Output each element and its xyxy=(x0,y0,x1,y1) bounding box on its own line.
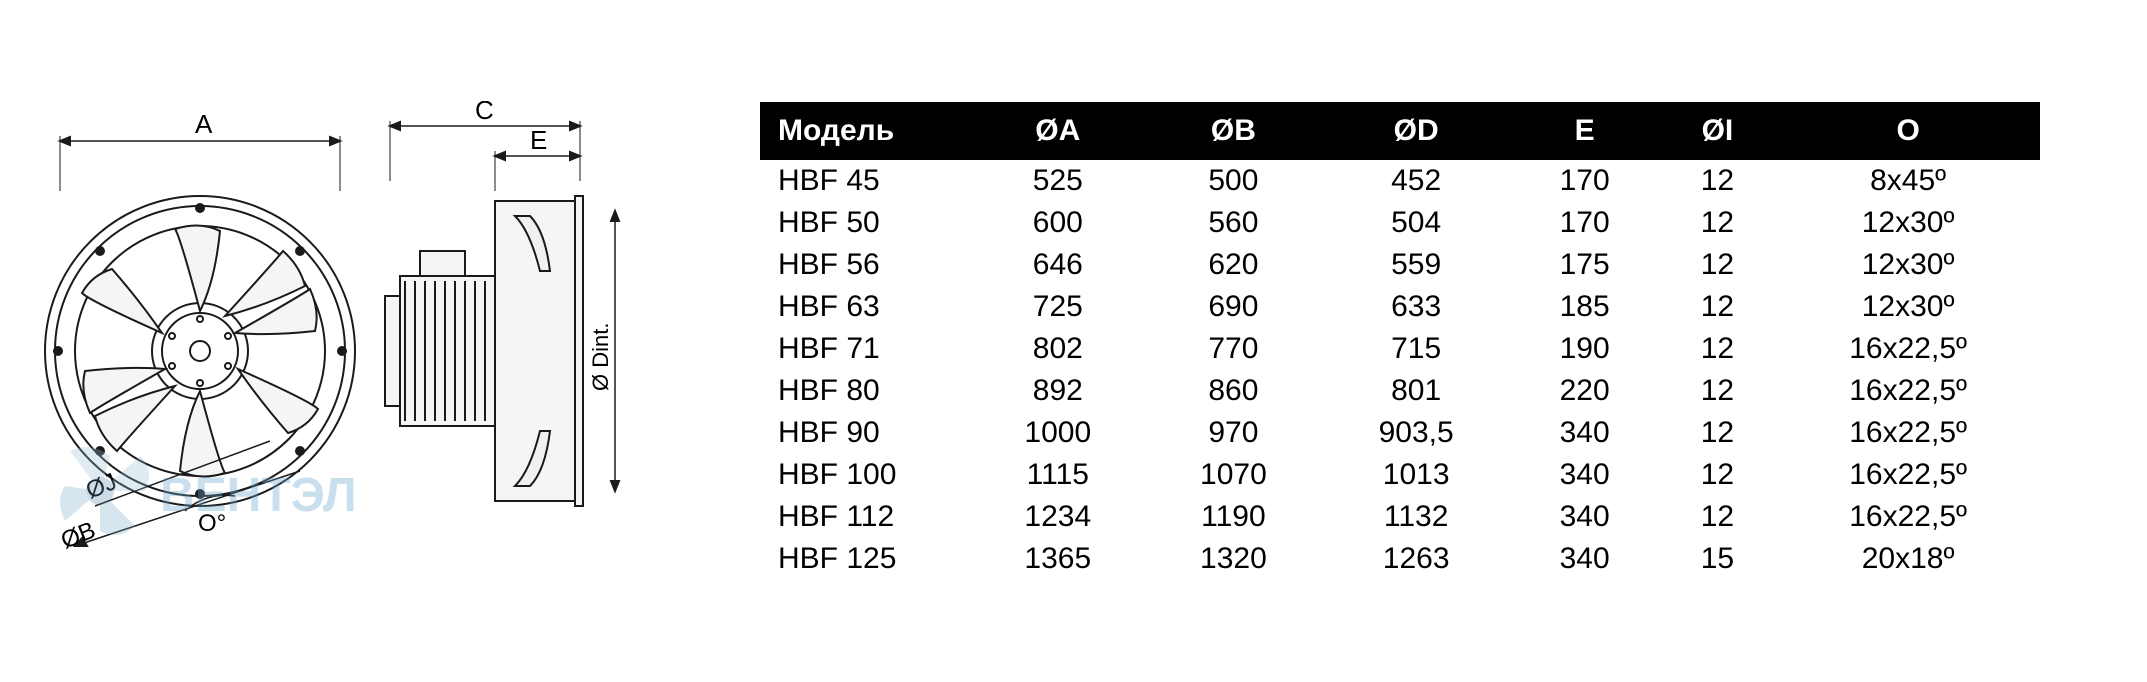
table-row: HBF 1251365132012633401520x18º xyxy=(760,538,2040,580)
label-a: A xyxy=(195,109,213,139)
table-cell: HBF 80 xyxy=(760,370,970,412)
table-cell: 1320 xyxy=(1146,538,1322,580)
table-cell: HBF 50 xyxy=(760,202,970,244)
table-cell: 646 xyxy=(970,244,1146,286)
watermark-text: ВЕНТЭЛ xyxy=(160,469,357,522)
table-cell: 504 xyxy=(1321,202,1511,244)
table-header-row: Модель ØA ØB ØD E ØI O xyxy=(760,102,2040,160)
table-row: HBF 1001115107010133401216x22,5º xyxy=(760,454,2040,496)
table-cell: 8x45º xyxy=(1777,160,2040,202)
col-b: ØB xyxy=(1146,102,1322,160)
table-cell: HBF 63 xyxy=(760,286,970,328)
table-cell: 12x30º xyxy=(1777,244,2040,286)
col-a: ØA xyxy=(970,102,1146,160)
label-e: E xyxy=(530,125,547,155)
table-cell: 12 xyxy=(1658,412,1777,454)
table-cell: HBF 125 xyxy=(760,538,970,580)
table-row: HBF 637256906331851212x30º xyxy=(760,286,2040,328)
label-c: C xyxy=(475,101,494,125)
table-cell: 1115 xyxy=(970,454,1146,496)
table-cell: 340 xyxy=(1511,412,1658,454)
table-cell: 12 xyxy=(1658,160,1777,202)
table-cell: 340 xyxy=(1511,538,1658,580)
table-cell: 1234 xyxy=(970,496,1146,538)
table-cell: 600 xyxy=(970,202,1146,244)
table-cell: 12 xyxy=(1658,454,1777,496)
table-cell: 12 xyxy=(1658,496,1777,538)
table-row: HBF 566466205591751212x30º xyxy=(760,244,2040,286)
table-row: HBF 45525500452170128x45º xyxy=(760,160,2040,202)
table-row: HBF 506005605041701212x30º xyxy=(760,202,2040,244)
table-cell: 190 xyxy=(1511,328,1658,370)
table-cell: 170 xyxy=(1511,202,1658,244)
table-cell: 12x30º xyxy=(1777,286,2040,328)
technical-drawing: A C E ØJ ØB O° Ø Dint. ВЕНТЭЛ xyxy=(20,101,640,581)
table-cell: HBF 56 xyxy=(760,244,970,286)
table-cell: 560 xyxy=(1146,202,1322,244)
table-cell: 12 xyxy=(1658,286,1777,328)
table-cell: 770 xyxy=(1146,328,1322,370)
table-cell: 1263 xyxy=(1321,538,1511,580)
table-cell: 1013 xyxy=(1321,454,1511,496)
table-cell: 559 xyxy=(1321,244,1511,286)
table-cell: 801 xyxy=(1321,370,1511,412)
col-e: E xyxy=(1511,102,1658,160)
table-cell: 12 xyxy=(1658,244,1777,286)
table-cell: 620 xyxy=(1146,244,1322,286)
table-cell: 970 xyxy=(1146,412,1322,454)
table-cell: 715 xyxy=(1321,328,1511,370)
table-row: HBF 808928608012201216x22,5º xyxy=(760,370,2040,412)
table-cell: 1000 xyxy=(970,412,1146,454)
table-cell: 220 xyxy=(1511,370,1658,412)
table-cell: 1132 xyxy=(1321,496,1511,538)
table-cell: 16x22,5º xyxy=(1777,370,2040,412)
table-row: HBF 718027707151901216x22,5º xyxy=(760,328,2040,370)
table-cell: 525 xyxy=(970,160,1146,202)
table-cell: 452 xyxy=(1321,160,1511,202)
table-cell: 633 xyxy=(1321,286,1511,328)
table-cell: HBF 112 xyxy=(760,496,970,538)
label-dint: Ø Dint. xyxy=(588,323,613,391)
col-d: ØD xyxy=(1321,102,1511,160)
table-cell: 170 xyxy=(1511,160,1658,202)
watermark-logo: ВЕНТЭЛ xyxy=(40,421,400,561)
table-cell: 340 xyxy=(1511,496,1658,538)
col-o: O xyxy=(1777,102,2040,160)
col-model: Модель xyxy=(760,102,970,160)
table-row: HBF 901000970903,53401216x22,5º xyxy=(760,412,2040,454)
col-i: ØI xyxy=(1658,102,1777,160)
table-cell: HBF 45 xyxy=(760,160,970,202)
specifications-table: Модель ØA ØB ØD E ØI O HBF 4552550045217… xyxy=(760,102,2040,580)
table-cell: 15 xyxy=(1658,538,1777,580)
table-cell: HBF 71 xyxy=(760,328,970,370)
table-cell: 12x30º xyxy=(1777,202,2040,244)
table-cell: 12 xyxy=(1658,202,1777,244)
table-cell: 12 xyxy=(1658,370,1777,412)
table-cell: 725 xyxy=(970,286,1146,328)
table-cell: 12 xyxy=(1658,328,1777,370)
table-cell: 1190 xyxy=(1146,496,1322,538)
table-cell: 20x18º xyxy=(1777,538,2040,580)
table-cell: 500 xyxy=(1146,160,1322,202)
table-cell: HBF 90 xyxy=(760,412,970,454)
table-cell: 16x22,5º xyxy=(1777,454,2040,496)
table-cell: 1070 xyxy=(1146,454,1322,496)
table-cell: 16x22,5º xyxy=(1777,328,2040,370)
table-cell: 690 xyxy=(1146,286,1322,328)
table-cell: 16x22,5º xyxy=(1777,496,2040,538)
table-cell: 16x22,5º xyxy=(1777,412,2040,454)
table-cell: 802 xyxy=(970,328,1146,370)
table-cell: 185 xyxy=(1511,286,1658,328)
table-row: HBF 1121234119011323401216x22,5º xyxy=(760,496,2040,538)
table-cell: 1365 xyxy=(970,538,1146,580)
table-cell: 340 xyxy=(1511,454,1658,496)
spec-table: Модель ØA ØB ØD E ØI O HBF 4552550045217… xyxy=(760,102,2040,580)
table-cell: 175 xyxy=(1511,244,1658,286)
table-cell: 860 xyxy=(1146,370,1322,412)
table-cell: HBF 100 xyxy=(760,454,970,496)
table-cell: 892 xyxy=(970,370,1146,412)
table-cell: 903,5 xyxy=(1321,412,1511,454)
